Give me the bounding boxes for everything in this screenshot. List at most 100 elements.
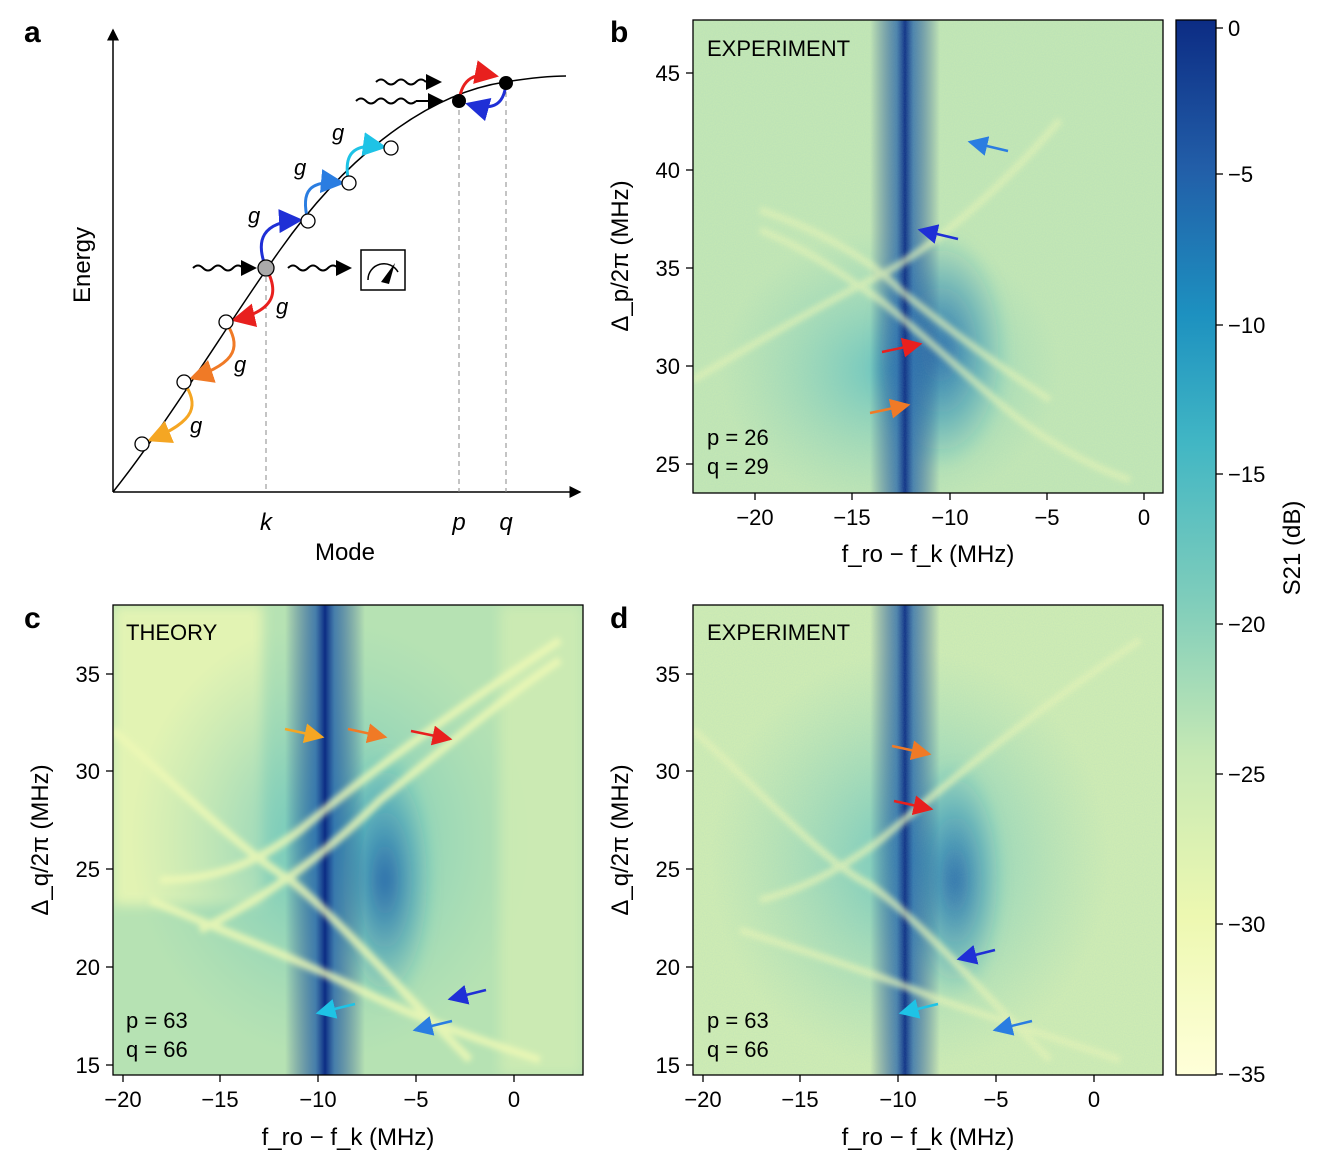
xtick-c: 0 bbox=[508, 1087, 520, 1112]
ytick-c: 35 bbox=[76, 662, 100, 687]
plot-frame-b bbox=[692, 19, 1164, 494]
p-label-c: p = 63 bbox=[126, 1008, 188, 1033]
g-label-6: g bbox=[332, 120, 345, 145]
arrow-d-5 bbox=[992, 1016, 1033, 1036]
ticks-d bbox=[686, 673, 1095, 1082]
mode-dot-q bbox=[499, 76, 513, 90]
mode-dot bbox=[134, 436, 150, 452]
arrow-b-3 bbox=[881, 337, 923, 358]
ytick-b: 25 bbox=[656, 452, 680, 477]
arrow-b-1 bbox=[967, 136, 1009, 156]
arrow-c-3 bbox=[410, 725, 453, 746]
ytick-d: 30 bbox=[656, 759, 680, 784]
xlabel-d: f_ro − f_k (MHz) bbox=[842, 1124, 1015, 1151]
panel-tag-d: EXPERIMENT bbox=[707, 620, 850, 645]
coupling-arrow-orange bbox=[189, 321, 236, 383]
arrow-b-4 bbox=[869, 398, 911, 419]
colorbar-tick: 0 bbox=[1228, 16, 1240, 41]
colorbar-ticks bbox=[1216, 27, 1223, 1075]
xtick-c: −20 bbox=[104, 1087, 141, 1112]
colorbar-tick: −35 bbox=[1228, 1062, 1265, 1087]
ytick-b: 30 bbox=[656, 354, 680, 379]
mode-dot bbox=[176, 374, 192, 390]
coupling-arrow-yellow bbox=[147, 381, 194, 443]
coupling-arrow-cyan bbox=[345, 132, 387, 184]
xtick-b: −20 bbox=[736, 505, 773, 530]
colorbar-tick: −20 bbox=[1228, 612, 1265, 637]
arrow-b-2 bbox=[917, 224, 959, 244]
xlabel-b: f_ro − f_k (MHz) bbox=[842, 541, 1015, 568]
xtick-d: 0 bbox=[1088, 1087, 1100, 1112]
ticks-b bbox=[686, 72, 1145, 500]
mode-dot-p bbox=[452, 94, 466, 108]
plot-frame-c bbox=[112, 604, 584, 1076]
arrow-c-6 bbox=[315, 999, 356, 1019]
heatmap-d bbox=[693, 605, 1163, 1075]
panel-letter-b: b bbox=[610, 16, 628, 49]
g-label-2: g bbox=[234, 352, 247, 377]
pump-wave-icon-2 bbox=[355, 97, 417, 105]
heatmap-c bbox=[113, 605, 583, 1075]
ytick-c: 30 bbox=[76, 759, 100, 784]
arrow-c-2 bbox=[347, 723, 388, 744]
panel-tag-c: THEORY bbox=[126, 620, 218, 645]
mode-dot bbox=[341, 175, 357, 191]
p-label-b: p = 26 bbox=[707, 425, 769, 450]
heatmap-b bbox=[693, 20, 1163, 493]
colorbar-tick: −30 bbox=[1228, 912, 1265, 937]
panel-c: c THEORY p = 63 q = 66 bbox=[24, 602, 584, 1151]
mode-dot bbox=[300, 213, 316, 229]
panel-a: a Energy Mode k p q g g g g g g bbox=[24, 16, 582, 566]
xtick-b: −5 bbox=[1034, 505, 1059, 530]
wave-icon-out bbox=[287, 264, 339, 272]
xtick-c: −5 bbox=[403, 1087, 428, 1112]
arrow-d-4 bbox=[898, 999, 939, 1019]
plot-frame-d bbox=[692, 604, 1164, 1076]
colorbar: 0 −5 −10 −15 −20 −25 −30 −35 S21 (dB) bbox=[1175, 16, 1306, 1087]
panel-letter-d: d bbox=[610, 602, 628, 635]
q-label-c: q = 66 bbox=[126, 1037, 188, 1062]
xtick-d: −10 bbox=[879, 1087, 916, 1112]
xtick-b: −10 bbox=[931, 505, 968, 530]
arrow-d-2 bbox=[893, 795, 934, 816]
arrow-c-1 bbox=[284, 723, 325, 744]
p-label-d: p = 63 bbox=[707, 1008, 769, 1033]
colorbar-tick: −5 bbox=[1228, 162, 1253, 187]
xtick-d: −20 bbox=[684, 1087, 721, 1112]
ytick-c: 20 bbox=[76, 955, 100, 980]
g-label-1: g bbox=[190, 413, 203, 438]
arrow-d-3 bbox=[956, 945, 996, 965]
ytick-d: 35 bbox=[656, 662, 680, 687]
panel-letter-a: a bbox=[24, 16, 41, 49]
xlabel-c: f_ro − f_k (MHz) bbox=[262, 1124, 435, 1151]
y-axis-label: Energy bbox=[69, 227, 96, 303]
xtick-c: −15 bbox=[201, 1087, 238, 1112]
arrow-d-1 bbox=[891, 740, 932, 761]
ytick-d: 20 bbox=[656, 955, 680, 980]
ytick-b: 40 bbox=[656, 158, 680, 183]
xtick-d: −5 bbox=[983, 1087, 1008, 1112]
ytick-b: 35 bbox=[656, 256, 680, 281]
q-label-d: q = 66 bbox=[707, 1037, 769, 1062]
xtick-d: −15 bbox=[781, 1087, 818, 1112]
wave-icon-in bbox=[192, 264, 244, 272]
xtick-b: −15 bbox=[833, 505, 870, 530]
coupling-arrow-midblue bbox=[303, 169, 345, 222]
tick-p: p bbox=[451, 509, 465, 536]
meter-icon bbox=[360, 249, 406, 291]
ytick-d: 25 bbox=[656, 857, 680, 882]
x-axis-label: Mode bbox=[315, 539, 375, 566]
ytick-c: 15 bbox=[76, 1053, 100, 1078]
mode-dot-k bbox=[257, 259, 275, 277]
panel-letter-c: c bbox=[24, 602, 41, 635]
colorbar-label: S21 (dB) bbox=[1279, 501, 1306, 596]
q-label-b: q = 29 bbox=[707, 454, 769, 479]
g-label-4: g bbox=[248, 203, 261, 228]
colorbar-tick: −10 bbox=[1228, 313, 1265, 338]
panel-d: d EXPERIMENT p = 63 q = 66 bbox=[607, 602, 1164, 1151]
ytick-d: 15 bbox=[656, 1053, 680, 1078]
tick-k: k bbox=[260, 509, 274, 536]
xtick-c: −10 bbox=[299, 1087, 336, 1112]
pump-wave-icon-1 bbox=[375, 78, 427, 86]
